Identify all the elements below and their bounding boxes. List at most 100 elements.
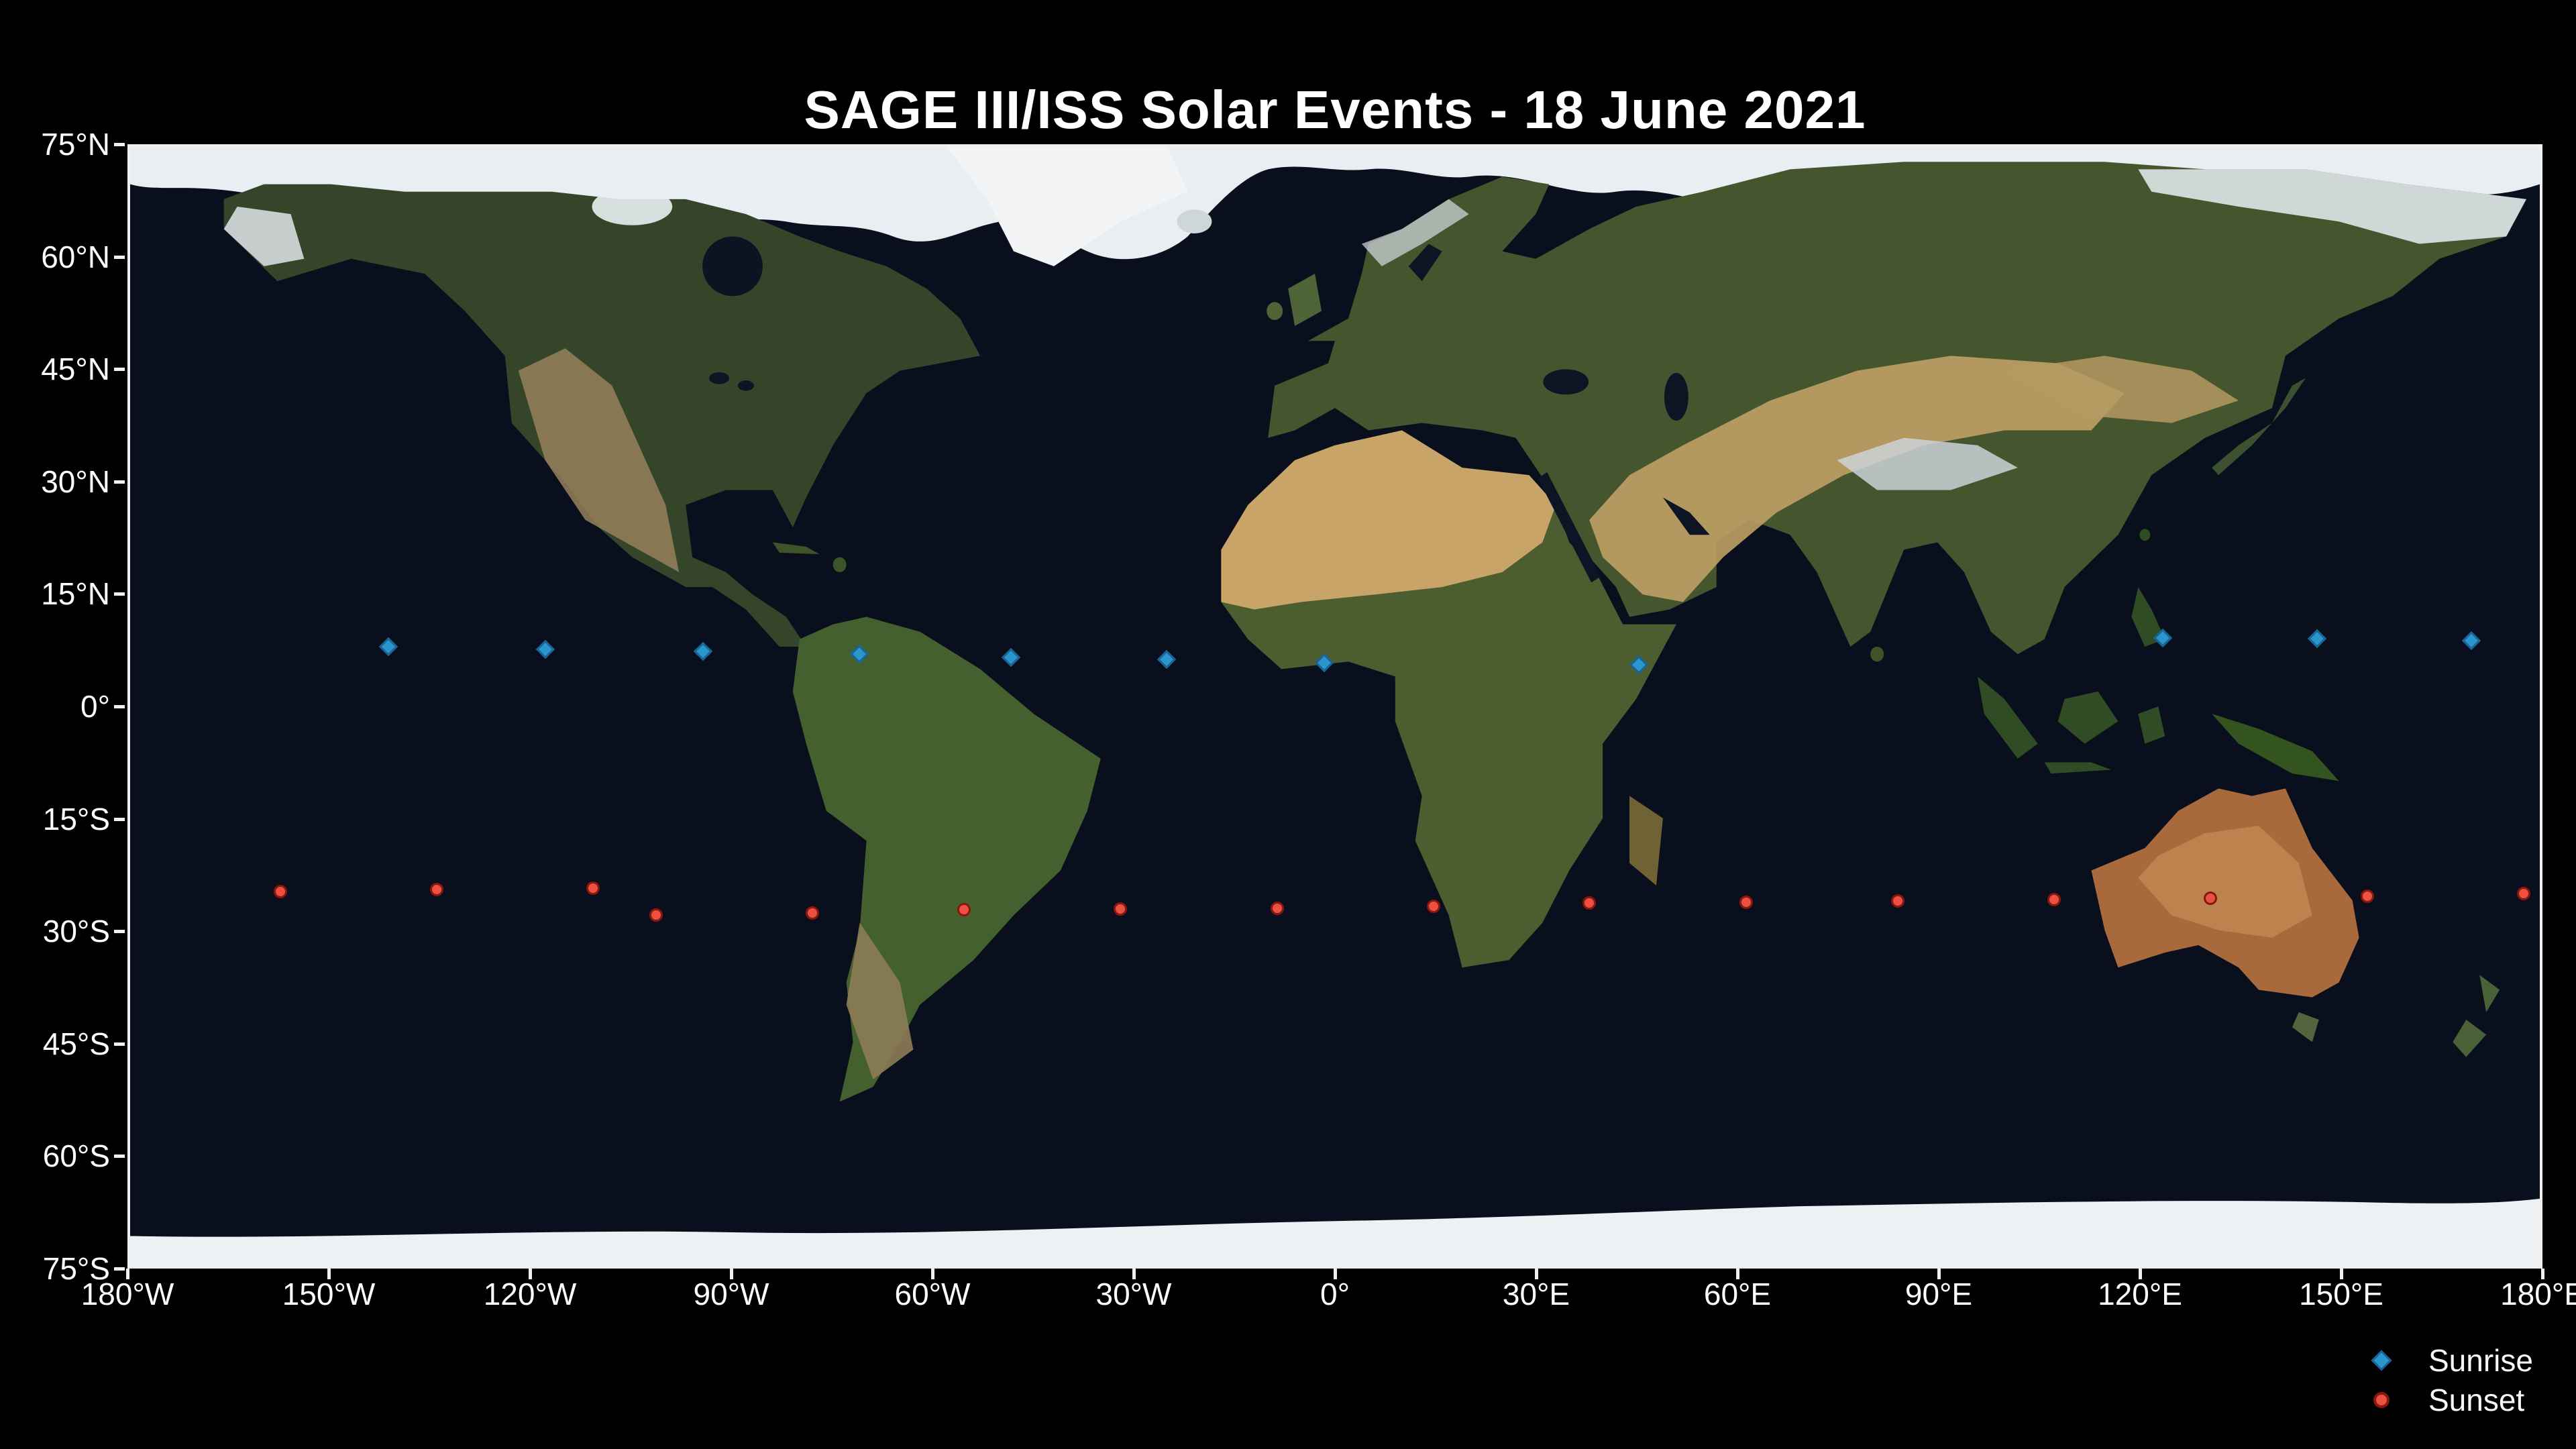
sumatra <box>1977 676 2038 759</box>
y-tick-mark <box>114 1042 125 1046</box>
plot-area <box>127 144 2542 1269</box>
y-tick-mark <box>114 143 125 146</box>
y-tick-mark <box>114 1267 125 1271</box>
x-tick-mark <box>126 1269 129 1279</box>
y-tick-mark <box>114 930 125 934</box>
y-tick-label: 15°S <box>42 801 110 837</box>
tasmania <box>2292 1012 2319 1042</box>
sunrise-marker <box>378 637 398 657</box>
caspian-sea <box>1664 372 1688 421</box>
sunrise-marker <box>1157 650 1177 669</box>
hispaniola <box>833 557 847 572</box>
y-tick-label: 45°S <box>42 1026 110 1061</box>
sunset-marker <box>1427 899 1440 913</box>
baltic-sea <box>1408 244 1442 282</box>
sunset-marker <box>2047 892 2061 906</box>
siberia-snow <box>2138 169 2527 244</box>
y-tick-label: 45°N <box>41 352 110 387</box>
y-tick-mark <box>114 368 125 372</box>
world-map <box>130 147 2540 1266</box>
antarctica <box>130 1198 2540 1266</box>
x-tick-mark <box>1937 1269 1941 1279</box>
x-tick-label: 30°E <box>1502 1277 1570 1311</box>
sunset-marker <box>1891 894 1904 908</box>
x-tick-mark <box>1132 1269 1136 1279</box>
legend: Sunrise Sunset <box>2334 1340 2533 1419</box>
tibet-plateau <box>1837 437 2018 490</box>
y-tick-label: 0° <box>80 689 110 724</box>
marker-layer <box>130 147 2540 1266</box>
sunrise-diamond-icon <box>2371 1349 2392 1371</box>
hudson-bay <box>702 236 763 297</box>
java <box>2044 762 2112 774</box>
y-tick-mark <box>114 1155 125 1159</box>
sunrise-marker <box>693 641 713 661</box>
sunset-marker <box>1271 902 1284 916</box>
sunrise-marker <box>2153 628 2173 647</box>
y-tick-label: 30°N <box>41 464 110 499</box>
legend-item-sunrise: Sunrise <box>2334 1340 2533 1380</box>
x-tick-label: 60°W <box>894 1277 971 1311</box>
x-tick-mark <box>1334 1269 1337 1279</box>
x-tick-mark <box>1736 1269 1739 1279</box>
sunset-marker <box>806 906 819 920</box>
x-tick-label: 150°W <box>282 1277 376 1311</box>
taiwan <box>2139 529 2151 541</box>
y-tick-mark <box>114 480 125 484</box>
y-tick-label: 75°S <box>42 1251 110 1286</box>
legend-label-sunrise: Sunrise <box>2428 1342 2533 1378</box>
sunset-marker <box>274 884 287 898</box>
y-tick-label: 60°S <box>42 1138 110 1174</box>
sri-lanka <box>1870 647 1884 662</box>
x-tick-mark <box>2340 1269 2343 1279</box>
x-tick-label: 150°E <box>2299 1277 2383 1311</box>
x-tick-mark <box>529 1269 532 1279</box>
sunrise-marker <box>1001 647 1021 667</box>
x-tick-mark <box>1535 1269 1538 1279</box>
sunrise-marker <box>1314 653 1334 672</box>
x-tick-label: 90°E <box>1904 1277 1973 1311</box>
patagonia-andes <box>846 922 914 1079</box>
sunrise-marker <box>1629 655 1649 675</box>
borneo <box>2057 691 2118 744</box>
sunset-marker <box>430 883 443 897</box>
australia-outback <box>2138 825 2312 938</box>
chart-title: SAGE III/ISS Solar Events - 18 June 2021 <box>804 80 1866 140</box>
sunset-marker <box>957 903 971 917</box>
great-lake-1 <box>709 372 730 384</box>
greenland <box>947 147 1188 266</box>
x-tick-label: 120°E <box>2098 1277 2182 1311</box>
persian-gulf <box>1662 497 1710 535</box>
sunset-marker <box>2204 891 2217 905</box>
sunset-marker <box>1739 896 1753 910</box>
y-tick-mark <box>114 705 125 708</box>
y-tick-label: 75°N <box>41 127 110 162</box>
sunset-marker <box>2361 890 2374 904</box>
sunrise-marker <box>2307 629 2327 649</box>
sunrise-marker <box>849 645 869 664</box>
philippines <box>2131 587 2165 647</box>
x-tick-label: 60°E <box>1703 1277 1772 1311</box>
north-america-west-desert <box>518 348 680 572</box>
x-tick-mark <box>327 1269 331 1279</box>
central-asia-desert <box>1589 356 2125 602</box>
sahara-desert <box>1221 430 1556 610</box>
legend-label-sunset: Sunset <box>2428 1382 2525 1417</box>
x-tick-label: 0° <box>1320 1277 1350 1311</box>
x-tick-label: 120°W <box>483 1277 577 1311</box>
iceland <box>1177 209 1212 233</box>
scandinavia-snow <box>1361 199 1469 266</box>
y-tick-label: 60°N <box>41 239 110 274</box>
y-tick-mark <box>114 255 125 259</box>
ireland <box>1267 302 1283 320</box>
cuba <box>772 542 820 555</box>
sulawesi <box>2138 706 2165 744</box>
x-tick-mark <box>2541 1269 2544 1279</box>
x-tick-label: 180°E <box>2500 1277 2576 1311</box>
y-tick-mark <box>114 817 125 821</box>
x-tick-label: 30°W <box>1095 1277 1172 1311</box>
united-kingdom <box>1288 274 1322 326</box>
sunrise-marker <box>2461 631 2481 651</box>
madagascar <box>1629 796 1663 885</box>
x-tick-mark <box>730 1269 733 1279</box>
